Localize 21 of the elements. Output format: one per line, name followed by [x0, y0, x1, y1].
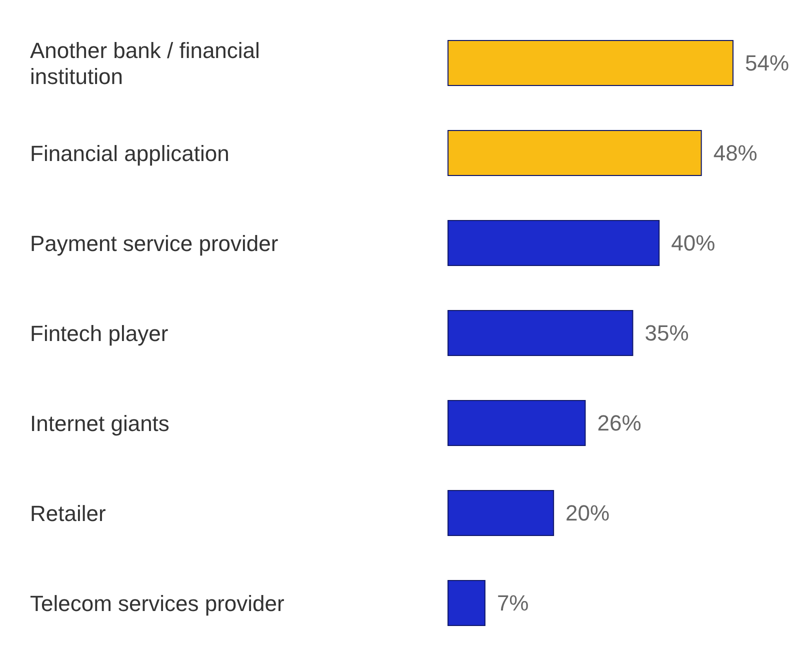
data-label: 26%: [597, 410, 642, 436]
data-label: 20%: [566, 500, 610, 526]
data-label: 48%: [713, 140, 758, 166]
bar: [448, 130, 702, 176]
bar: [448, 40, 734, 86]
y-tick-label: Financial application: [30, 140, 230, 166]
bar: [448, 400, 586, 446]
data-label: 54%: [745, 50, 790, 76]
y-tick-label: Fintech player: [30, 320, 168, 346]
bar: [448, 490, 554, 536]
y-tick-label: Telecom services provider: [30, 590, 284, 616]
data-label: 35%: [644, 320, 689, 346]
y-tick-label: Payment service provider: [30, 230, 278, 256]
bar: [448, 580, 486, 626]
data-label: 7%: [496, 590, 529, 616]
y-tick-label: Another bank / financial institution: [30, 38, 260, 88]
bar: [448, 310, 634, 356]
bar: [448, 220, 660, 266]
y-tick-label: Retailer: [30, 500, 106, 526]
y-tick-label: Internet giants: [30, 410, 170, 436]
data-label: 40%: [671, 230, 716, 256]
